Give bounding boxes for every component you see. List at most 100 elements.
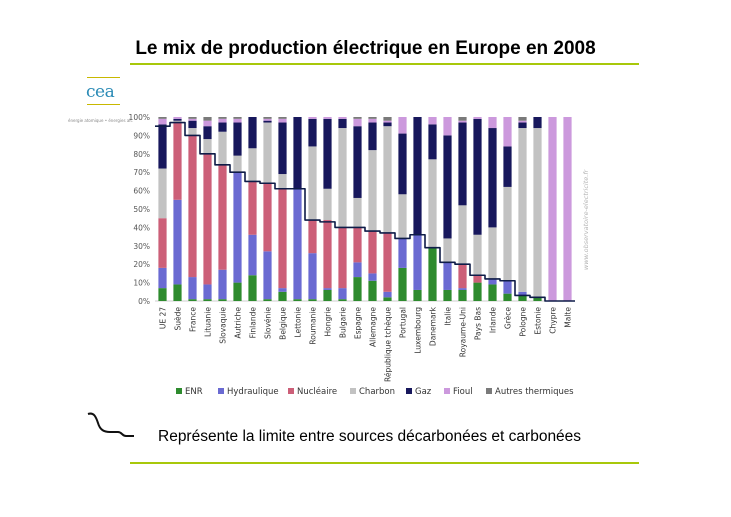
bar-segment-2 xyxy=(323,220,332,289)
bar-segment-2 xyxy=(263,183,272,252)
bar-segment-5 xyxy=(203,120,212,127)
logo-subtext: énergie atomique • énergies alt. xyxy=(68,118,134,123)
bar-segment-0 xyxy=(278,291,287,301)
bar-segment-1 xyxy=(308,253,317,300)
bar-segment-6 xyxy=(263,117,272,119)
y-tick-label: 0% xyxy=(138,297,150,306)
bar-segment-5 xyxy=(458,120,467,123)
bar-segment-3 xyxy=(158,168,167,219)
x-tick-label: Luxembourg xyxy=(414,307,423,354)
bar-segment-4 xyxy=(383,122,392,127)
bar-segment-4 xyxy=(158,124,167,169)
bar-segment-0 xyxy=(308,299,317,301)
watermark: www.observatoire-electricite.fr xyxy=(582,168,590,270)
bar-segment-4 xyxy=(293,117,302,189)
bar-segment-6 xyxy=(158,117,167,119)
limit-line-caption: Représente la limite entre sources décar… xyxy=(158,428,582,445)
bar-segment-2 xyxy=(173,122,182,200)
limit-line xyxy=(155,121,575,302)
x-tick-label: Finlande xyxy=(249,307,258,339)
x-tick-label: Espagne xyxy=(354,307,363,340)
bar-segment-5 xyxy=(218,118,227,123)
bar-segment-4 xyxy=(503,146,512,187)
bar-segment-1 xyxy=(368,273,377,281)
bar-segment-6 xyxy=(518,117,527,121)
legend-label: ENR xyxy=(185,387,203,397)
y-tick-label: 40% xyxy=(133,223,150,232)
bar-segment-4 xyxy=(353,126,362,198)
bar-segment-2 xyxy=(218,164,227,270)
bar-segment-2 xyxy=(473,275,482,283)
bar-segment-5 xyxy=(308,117,317,119)
bar-segment-1 xyxy=(173,199,182,285)
bar-segment-0 xyxy=(488,284,497,301)
bar-segment-3 xyxy=(173,120,182,123)
bar-segment-4 xyxy=(248,117,257,149)
legend-swatch xyxy=(444,388,450,394)
x-tick-label: Irlande xyxy=(489,307,498,333)
x-tick-label: Pays Bas xyxy=(474,307,483,340)
bar-segment-3 xyxy=(323,188,332,221)
bar-segment-3 xyxy=(248,148,257,182)
bar-segment-5 xyxy=(338,117,347,119)
bar-segment-5 xyxy=(188,118,197,121)
bar-segment-0 xyxy=(458,289,467,301)
bar-segment-6 xyxy=(218,117,227,119)
y-tick-label: 10% xyxy=(133,279,150,288)
x-tick-label: Allemagne xyxy=(369,307,378,347)
bar-segment-0 xyxy=(218,299,227,301)
title-underline xyxy=(130,63,639,65)
bar-segment-1 xyxy=(248,234,257,276)
bar-segment-1 xyxy=(203,284,212,300)
bar-segment-4 xyxy=(173,118,182,121)
legend-swatch xyxy=(486,388,492,394)
bar-segment-5 xyxy=(323,117,332,119)
x-tick-label: Royaume-Uni xyxy=(459,307,468,357)
bar-segment-4 xyxy=(188,120,197,129)
x-tick-label: Hongrie xyxy=(324,307,333,337)
bar-segment-0 xyxy=(353,277,362,301)
x-tick-label: Italie xyxy=(444,307,453,326)
y-tick-label: 80% xyxy=(133,150,150,159)
bar-segment-3 xyxy=(353,197,362,228)
bar-segment-3 xyxy=(488,227,497,279)
bar-segment-4 xyxy=(428,124,437,160)
bar-segment-1 xyxy=(278,288,287,292)
bar-segment-2 xyxy=(188,135,197,278)
bar-segment-5 xyxy=(173,117,182,119)
bar-segment-1 xyxy=(383,291,392,298)
bar-segment-5 xyxy=(443,117,452,136)
footer-rule xyxy=(130,462,639,464)
legend-label: Nucléaire xyxy=(297,386,337,397)
bar-segment-0 xyxy=(293,299,302,301)
x-tick-label: Danemark xyxy=(429,306,438,346)
bar-segment-1 xyxy=(218,269,227,300)
bar-segment-3 xyxy=(518,128,527,292)
bar-segment-3 xyxy=(443,238,452,263)
bar-segment-3 xyxy=(278,174,287,189)
bar-segment-2 xyxy=(308,220,317,254)
bar-segment-4 xyxy=(308,118,317,147)
y-tick-label: 20% xyxy=(133,260,150,269)
bar-segment-5 xyxy=(503,117,512,147)
bar-segment-5 xyxy=(473,117,482,119)
bar-segment-3 xyxy=(368,150,377,232)
bar-segment-3 xyxy=(233,155,242,173)
bar-segment-2 xyxy=(158,218,167,268)
bar-segment-3 xyxy=(503,186,512,281)
bar-segment-4 xyxy=(533,117,542,129)
bar-segment-4 xyxy=(368,122,377,151)
x-tick-label: Suède xyxy=(174,307,183,331)
bar-segment-4 xyxy=(218,122,227,132)
limit-line-legend-icon xyxy=(87,412,134,437)
bar-segment-6 xyxy=(203,117,212,121)
x-tick-label: Bulgarie xyxy=(339,307,348,339)
bar-segment-5 xyxy=(383,120,392,123)
bar-segment-1 xyxy=(458,288,467,290)
bar-segment-3 xyxy=(308,146,317,221)
bar-segment-0 xyxy=(203,299,212,301)
bar-segment-4 xyxy=(203,126,212,140)
bar-segment-5 xyxy=(158,118,167,125)
page-title: Le mix de production électrique en Europ… xyxy=(135,38,596,59)
bar-segment-0 xyxy=(428,247,437,301)
